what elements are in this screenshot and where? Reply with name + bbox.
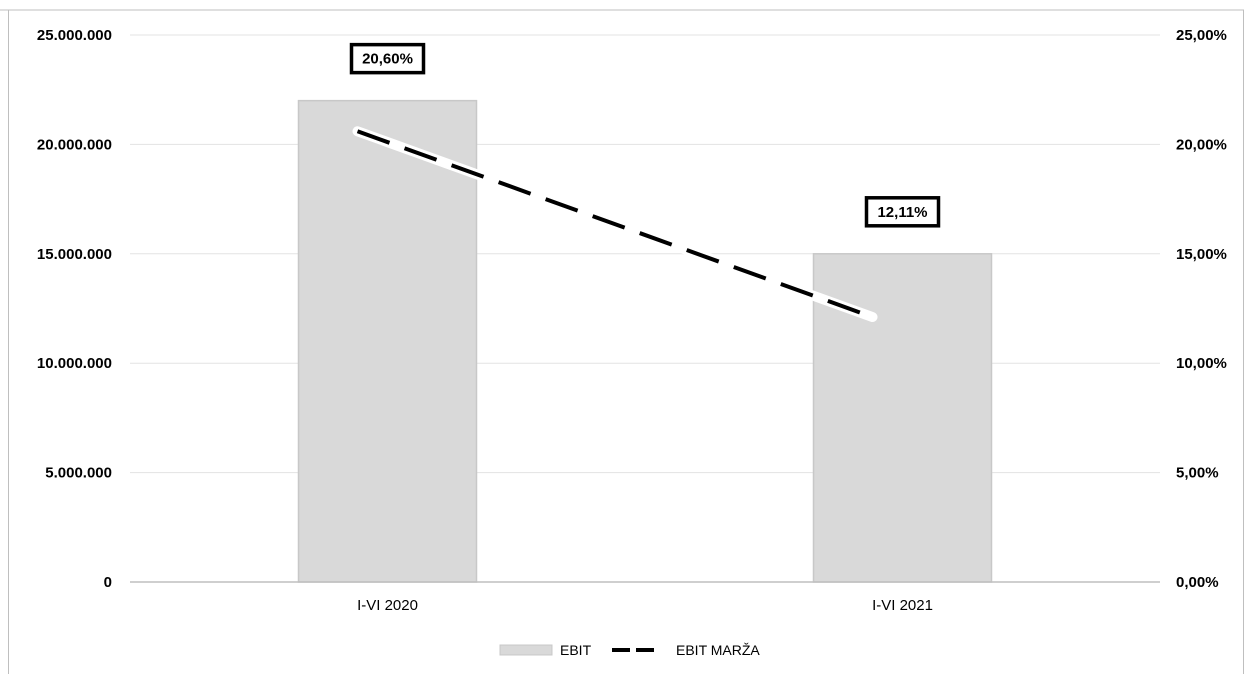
left-tick-label: 20.000.000 [37,136,112,153]
legend-label-ebit: EBIT [560,642,592,658]
legend-label-ebit-marza: EBIT MARŽA [676,642,760,658]
category-labels: I-VI 2020 I-VI 2021 [357,597,933,614]
data-label-box [349,42,426,75]
category-label: I-VI 2020 [357,597,418,614]
left-tick-label: 15.000.000 [37,246,112,263]
right-tick-label: 25,00% [1176,27,1227,44]
left-tick-label: 5.000.000 [45,465,112,482]
line-series [352,126,878,323]
left-tick-label: 0 [104,574,112,591]
bar-ebit [812,253,993,583]
legend-swatch-ebit [499,644,553,656]
category-label: I-VI 2021 [872,597,933,614]
gridlines [130,34,1160,474]
right-axis-ticks: 0,00% 5,00% 10,00% 15,00% 20,00% 25,00% [1176,27,1227,591]
legend: EBIT EBIT MARŽA [499,642,760,658]
right-tick-label: 5,00% [1176,465,1219,482]
line-ebit-marza [356,129,874,319]
right-tick-label: 15,00% [1176,246,1227,263]
left-tick-label: 25.000.000 [37,27,112,44]
bars [297,99,993,583]
data-label-box [864,196,941,228]
data-labels: 20,60% 12,11% [349,42,941,228]
bar-ebit [297,99,478,583]
data-label: 20,60% [362,51,413,68]
right-tick-label: 20,00% [1176,136,1227,153]
data-label: 12,11% [877,204,927,221]
right-tick-label: 0,00% [1176,574,1219,591]
right-tick-label: 10,00% [1176,355,1227,372]
left-tick-label: 10.000.000 [37,355,112,372]
left-axis-ticks: 0 5.000.000 10.000.000 15.000.000 20.000.000… [37,27,112,591]
